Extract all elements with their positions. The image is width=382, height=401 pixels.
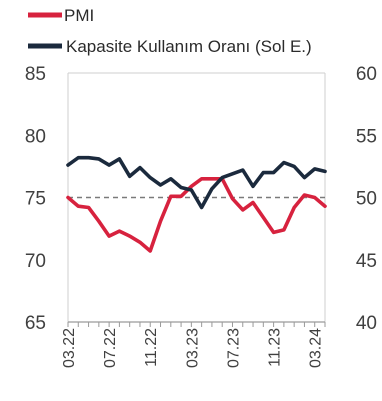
left-tick-label: 80 <box>25 126 46 147</box>
legend: PMI Kapasite Kullanım Oranı (Sol E.) <box>28 6 312 56</box>
right-tick-label: 55 <box>356 126 377 147</box>
x-tick-label: 07.23 <box>225 328 242 368</box>
right-tick-label: 45 <box>356 251 377 272</box>
right-tick-label: 60 <box>356 64 377 85</box>
legend-label-pmi: PMI <box>64 6 94 25</box>
right-tick-label: 40 <box>356 313 377 334</box>
pmi-line <box>66 177 327 253</box>
x-tick-label: 03.22 <box>61 328 78 368</box>
x-tick-label: 11.22 <box>143 328 160 367</box>
x-tick-label: 11.23 <box>267 328 284 367</box>
plot-area: 65 70 75 80 85 40 45 50 55 60 03.22 07.22 11.22 03.23… <box>25 64 377 368</box>
left-tick-label: 75 <box>25 189 46 210</box>
left-tick-label: 65 <box>25 313 46 334</box>
left-tick-label: 70 <box>25 251 46 272</box>
x-tick-label: 03.24 <box>308 328 325 368</box>
legend-label-capacity: Kapasite Kullanım Oranı (Sol E.) <box>66 37 312 56</box>
capacity-line <box>66 155 327 210</box>
right-tick-label: 50 <box>356 189 377 210</box>
x-tick-label: 07.22 <box>102 328 119 368</box>
x-tick-label: 03.23 <box>184 328 201 368</box>
left-tick-label: 85 <box>25 64 46 85</box>
